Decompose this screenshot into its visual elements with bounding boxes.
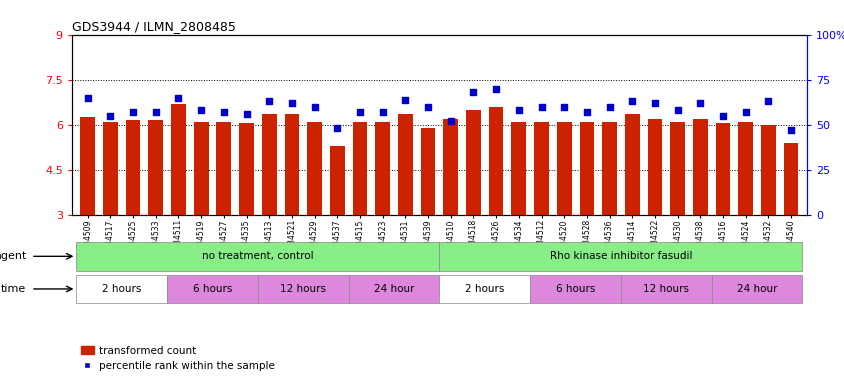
Bar (398, 114, 412, 215)
Bar (439, 242, 802, 271)
Bar (420, 128, 435, 215)
Bar (149, 120, 163, 215)
Bar (669, 122, 684, 215)
Point (421, 104, 435, 110)
Legend: transformed count, percentile rank within the sample: transformed count, percentile rank withi… (77, 341, 279, 375)
Text: GDS3944 / ILMN_2808485: GDS3944 / ILMN_2808485 (72, 20, 235, 33)
Text: 2 hours: 2 hours (464, 284, 504, 294)
Point (443, 118, 457, 124)
Bar (488, 107, 503, 215)
Bar (443, 119, 457, 215)
Text: 24 hour: 24 hour (736, 284, 776, 294)
Point (376, 109, 389, 115)
Text: 2 hours: 2 hours (102, 284, 141, 294)
Point (511, 107, 525, 113)
Point (149, 109, 162, 115)
Bar (80, 117, 95, 215)
Bar (76, 275, 167, 303)
Point (647, 100, 661, 106)
Bar (352, 122, 367, 215)
Point (353, 109, 366, 115)
Point (217, 109, 230, 115)
Bar (126, 120, 140, 215)
Bar (439, 275, 529, 303)
Bar (170, 104, 186, 215)
Point (716, 113, 729, 119)
Bar (329, 146, 344, 215)
Bar (167, 275, 257, 303)
Text: 24 hour: 24 hour (373, 284, 414, 294)
Bar (715, 123, 729, 215)
Point (398, 96, 412, 103)
Text: 6 hours: 6 hours (555, 284, 594, 294)
Bar (466, 110, 480, 215)
Point (670, 107, 684, 113)
Point (194, 107, 208, 113)
Point (693, 100, 706, 106)
Point (81, 95, 95, 101)
Text: no treatment, control: no treatment, control (202, 251, 313, 262)
Point (171, 95, 185, 101)
Bar (375, 122, 390, 215)
Point (104, 113, 117, 119)
Bar (692, 119, 707, 215)
Bar (602, 122, 616, 215)
Bar (760, 125, 775, 215)
Bar (239, 123, 253, 215)
Text: 12 hours: 12 hours (642, 284, 689, 294)
Text: 6 hours: 6 hours (192, 284, 232, 294)
Bar (625, 114, 639, 215)
Point (738, 109, 752, 115)
Bar (193, 122, 208, 215)
Text: agent: agent (0, 251, 26, 262)
Bar (103, 122, 117, 215)
Point (307, 104, 321, 110)
Bar (647, 119, 662, 215)
Bar (511, 122, 526, 215)
Bar (349, 275, 439, 303)
Point (489, 86, 502, 92)
Bar (620, 275, 711, 303)
Text: time: time (1, 284, 26, 294)
Bar (216, 122, 231, 215)
Point (783, 127, 797, 133)
Bar (579, 122, 593, 215)
Bar (76, 242, 439, 271)
Point (534, 104, 548, 110)
Bar (529, 275, 620, 303)
Point (557, 104, 571, 110)
Point (127, 109, 140, 115)
Point (760, 98, 774, 104)
Point (330, 125, 344, 131)
Text: Rho kinase inhibitor fasudil: Rho kinase inhibitor fasudil (549, 251, 691, 262)
Point (262, 98, 276, 104)
Point (466, 89, 479, 95)
Bar (284, 114, 299, 215)
Point (580, 109, 593, 115)
Bar (262, 114, 276, 215)
Bar (782, 143, 798, 215)
Bar (556, 122, 571, 215)
Bar (257, 275, 349, 303)
Text: 12 hours: 12 hours (280, 284, 326, 294)
Bar (533, 122, 549, 215)
Point (284, 100, 298, 106)
Point (240, 111, 253, 117)
Point (625, 98, 638, 104)
Bar (738, 122, 752, 215)
Bar (711, 275, 802, 303)
Point (602, 104, 615, 110)
Bar (307, 122, 322, 215)
